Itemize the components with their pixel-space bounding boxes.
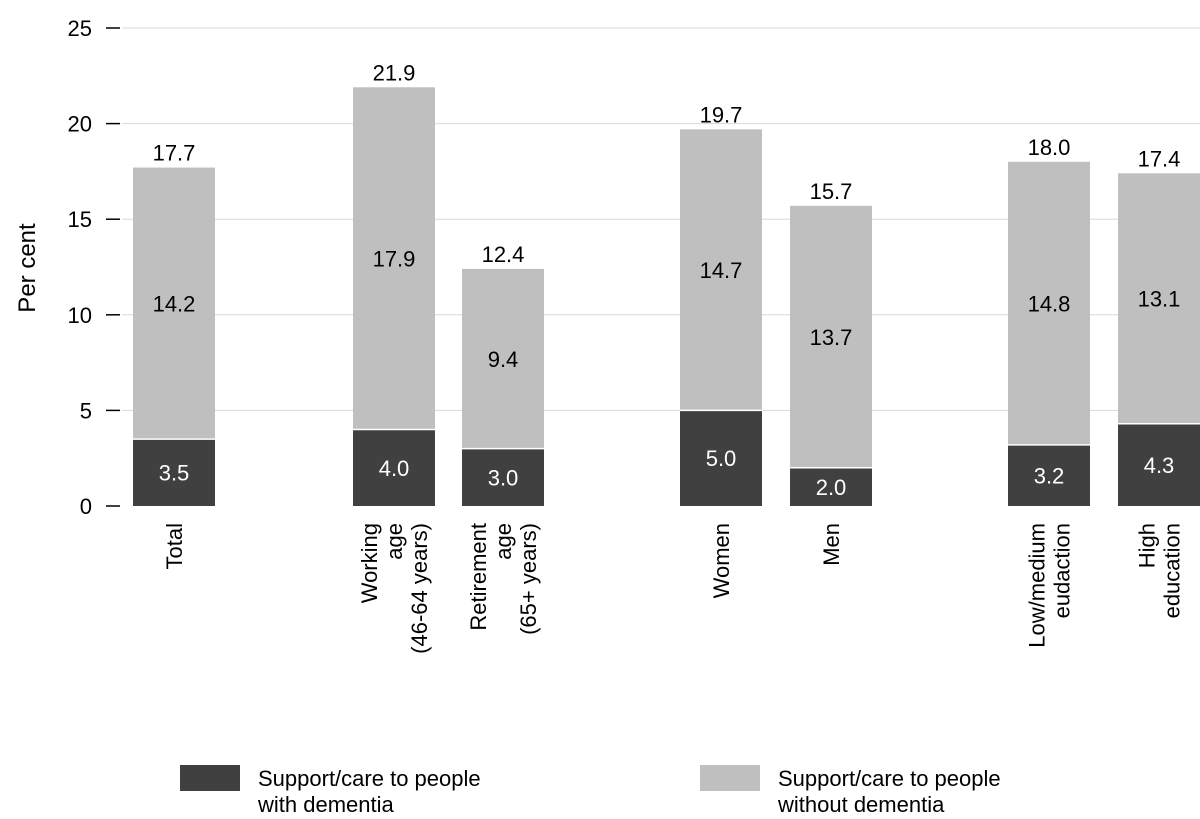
x-tick-label-line: Retirement — [466, 523, 491, 631]
x-tick-label-line: Working — [357, 523, 382, 603]
total-label: 12.4 — [482, 242, 525, 267]
total-label: 21.9 — [373, 60, 416, 85]
x-tick-label-line: age — [382, 523, 407, 560]
value-label-without-dementia: 13.7 — [810, 325, 853, 350]
value-label-with-dementia: 3.2 — [1034, 463, 1065, 488]
value-label-with-dementia: 3.5 — [159, 461, 190, 486]
x-tick-label: Retirement age (65+ years) — [466, 523, 541, 635]
x-tick-label: Low/medium eudaction — [1025, 523, 1075, 648]
x-tick-label: Working age (46-64 years) — [357, 523, 432, 654]
legend-label: Support/care to people — [258, 766, 481, 791]
y-tick-label: 15 — [68, 207, 92, 232]
legend-label: without dementia — [777, 792, 945, 817]
legend-label: Support/care to people — [778, 766, 1001, 791]
bar-segment-with-dementia — [462, 448, 544, 506]
bar-segment-with-dementia — [680, 410, 762, 506]
value-label-without-dementia: 14.8 — [1028, 291, 1071, 316]
total-label: 17.7 — [153, 141, 196, 166]
value-label-with-dementia: 5.0 — [706, 446, 737, 471]
x-tick-label-line: Low/medium — [1025, 523, 1050, 648]
value-label-with-dementia: 4.0 — [379, 456, 410, 481]
bar-segment-with-dementia — [1008, 444, 1090, 506]
value-label-with-dementia: 3.0 — [488, 465, 519, 490]
x-tick-label: Women — [709, 523, 734, 598]
x-tick-label-line: Women — [709, 523, 734, 598]
bar-segment-without-dementia — [462, 268, 544, 449]
legend-swatch — [180, 765, 240, 791]
y-axis-label: Per cent — [14, 223, 41, 313]
y-tick-label: 25 — [68, 16, 92, 41]
value-label-with-dementia: 4.3 — [1144, 453, 1175, 478]
bar-segment-with-dementia — [133, 439, 215, 506]
x-tick-label: High education — [1135, 523, 1185, 618]
x-tick-label-line: Total — [162, 523, 187, 569]
value-label-without-dementia: 14.7 — [700, 258, 743, 283]
y-tick-label: 0 — [80, 494, 92, 519]
x-tick-label: Men — [819, 523, 844, 566]
x-tick-label-line: (46-64 years) — [407, 523, 432, 654]
y-tick-label: 20 — [68, 112, 92, 137]
bars: 3.5 14.2 17.7 4.0 17.9 21.9 3.0 9.4 12.4 5.0 14.7 1… — [133, 60, 1200, 506]
y-axis: 0 5 10 15 20 25 — [68, 16, 120, 519]
y-tick-label: 10 — [68, 303, 92, 328]
legend-label: with dementia — [257, 792, 395, 817]
bar-segment-with-dementia — [353, 429, 435, 506]
bar-segment-without-dementia — [353, 87, 435, 430]
total-label: 15.7 — [810, 179, 853, 204]
x-tick-label: Total — [162, 523, 187, 569]
value-label-with-dementia: 2.0 — [816, 475, 847, 500]
total-label: 17.4 — [1138, 146, 1181, 171]
x-tick-label-line: (65+ years) — [516, 523, 541, 635]
bar-segment-with-dementia — [1118, 423, 1200, 506]
x-tick-label-line: Men — [819, 523, 844, 566]
value-label-without-dementia: 9.4 — [488, 347, 519, 372]
bar-segment-without-dementia — [790, 205, 872, 468]
value-label-without-dementia: 17.9 — [373, 246, 416, 271]
x-tick-label-line: High — [1135, 523, 1160, 568]
legend-swatch — [700, 765, 760, 791]
bar-segment-without-dementia — [1118, 173, 1200, 424]
x-tick-label-line: education — [1160, 523, 1185, 618]
bar-segment-without-dementia — [680, 129, 762, 411]
total-label: 19.7 — [700, 102, 743, 127]
bar-segment-without-dementia — [133, 167, 215, 440]
x-axis-labels: Total Working age (46-64 years) Retirement ag… — [162, 523, 1185, 654]
x-tick-label-line: age — [491, 523, 516, 560]
total-label: 18.0 — [1028, 135, 1071, 160]
x-tick-label-line: eudaction — [1050, 523, 1075, 618]
value-label-without-dementia: 14.2 — [153, 291, 196, 316]
bar-segment-without-dementia — [1008, 161, 1090, 445]
bar-segment-with-dementia — [790, 467, 872, 506]
y-tick-label: 5 — [80, 398, 92, 423]
value-label-without-dementia: 13.1 — [1138, 287, 1181, 312]
